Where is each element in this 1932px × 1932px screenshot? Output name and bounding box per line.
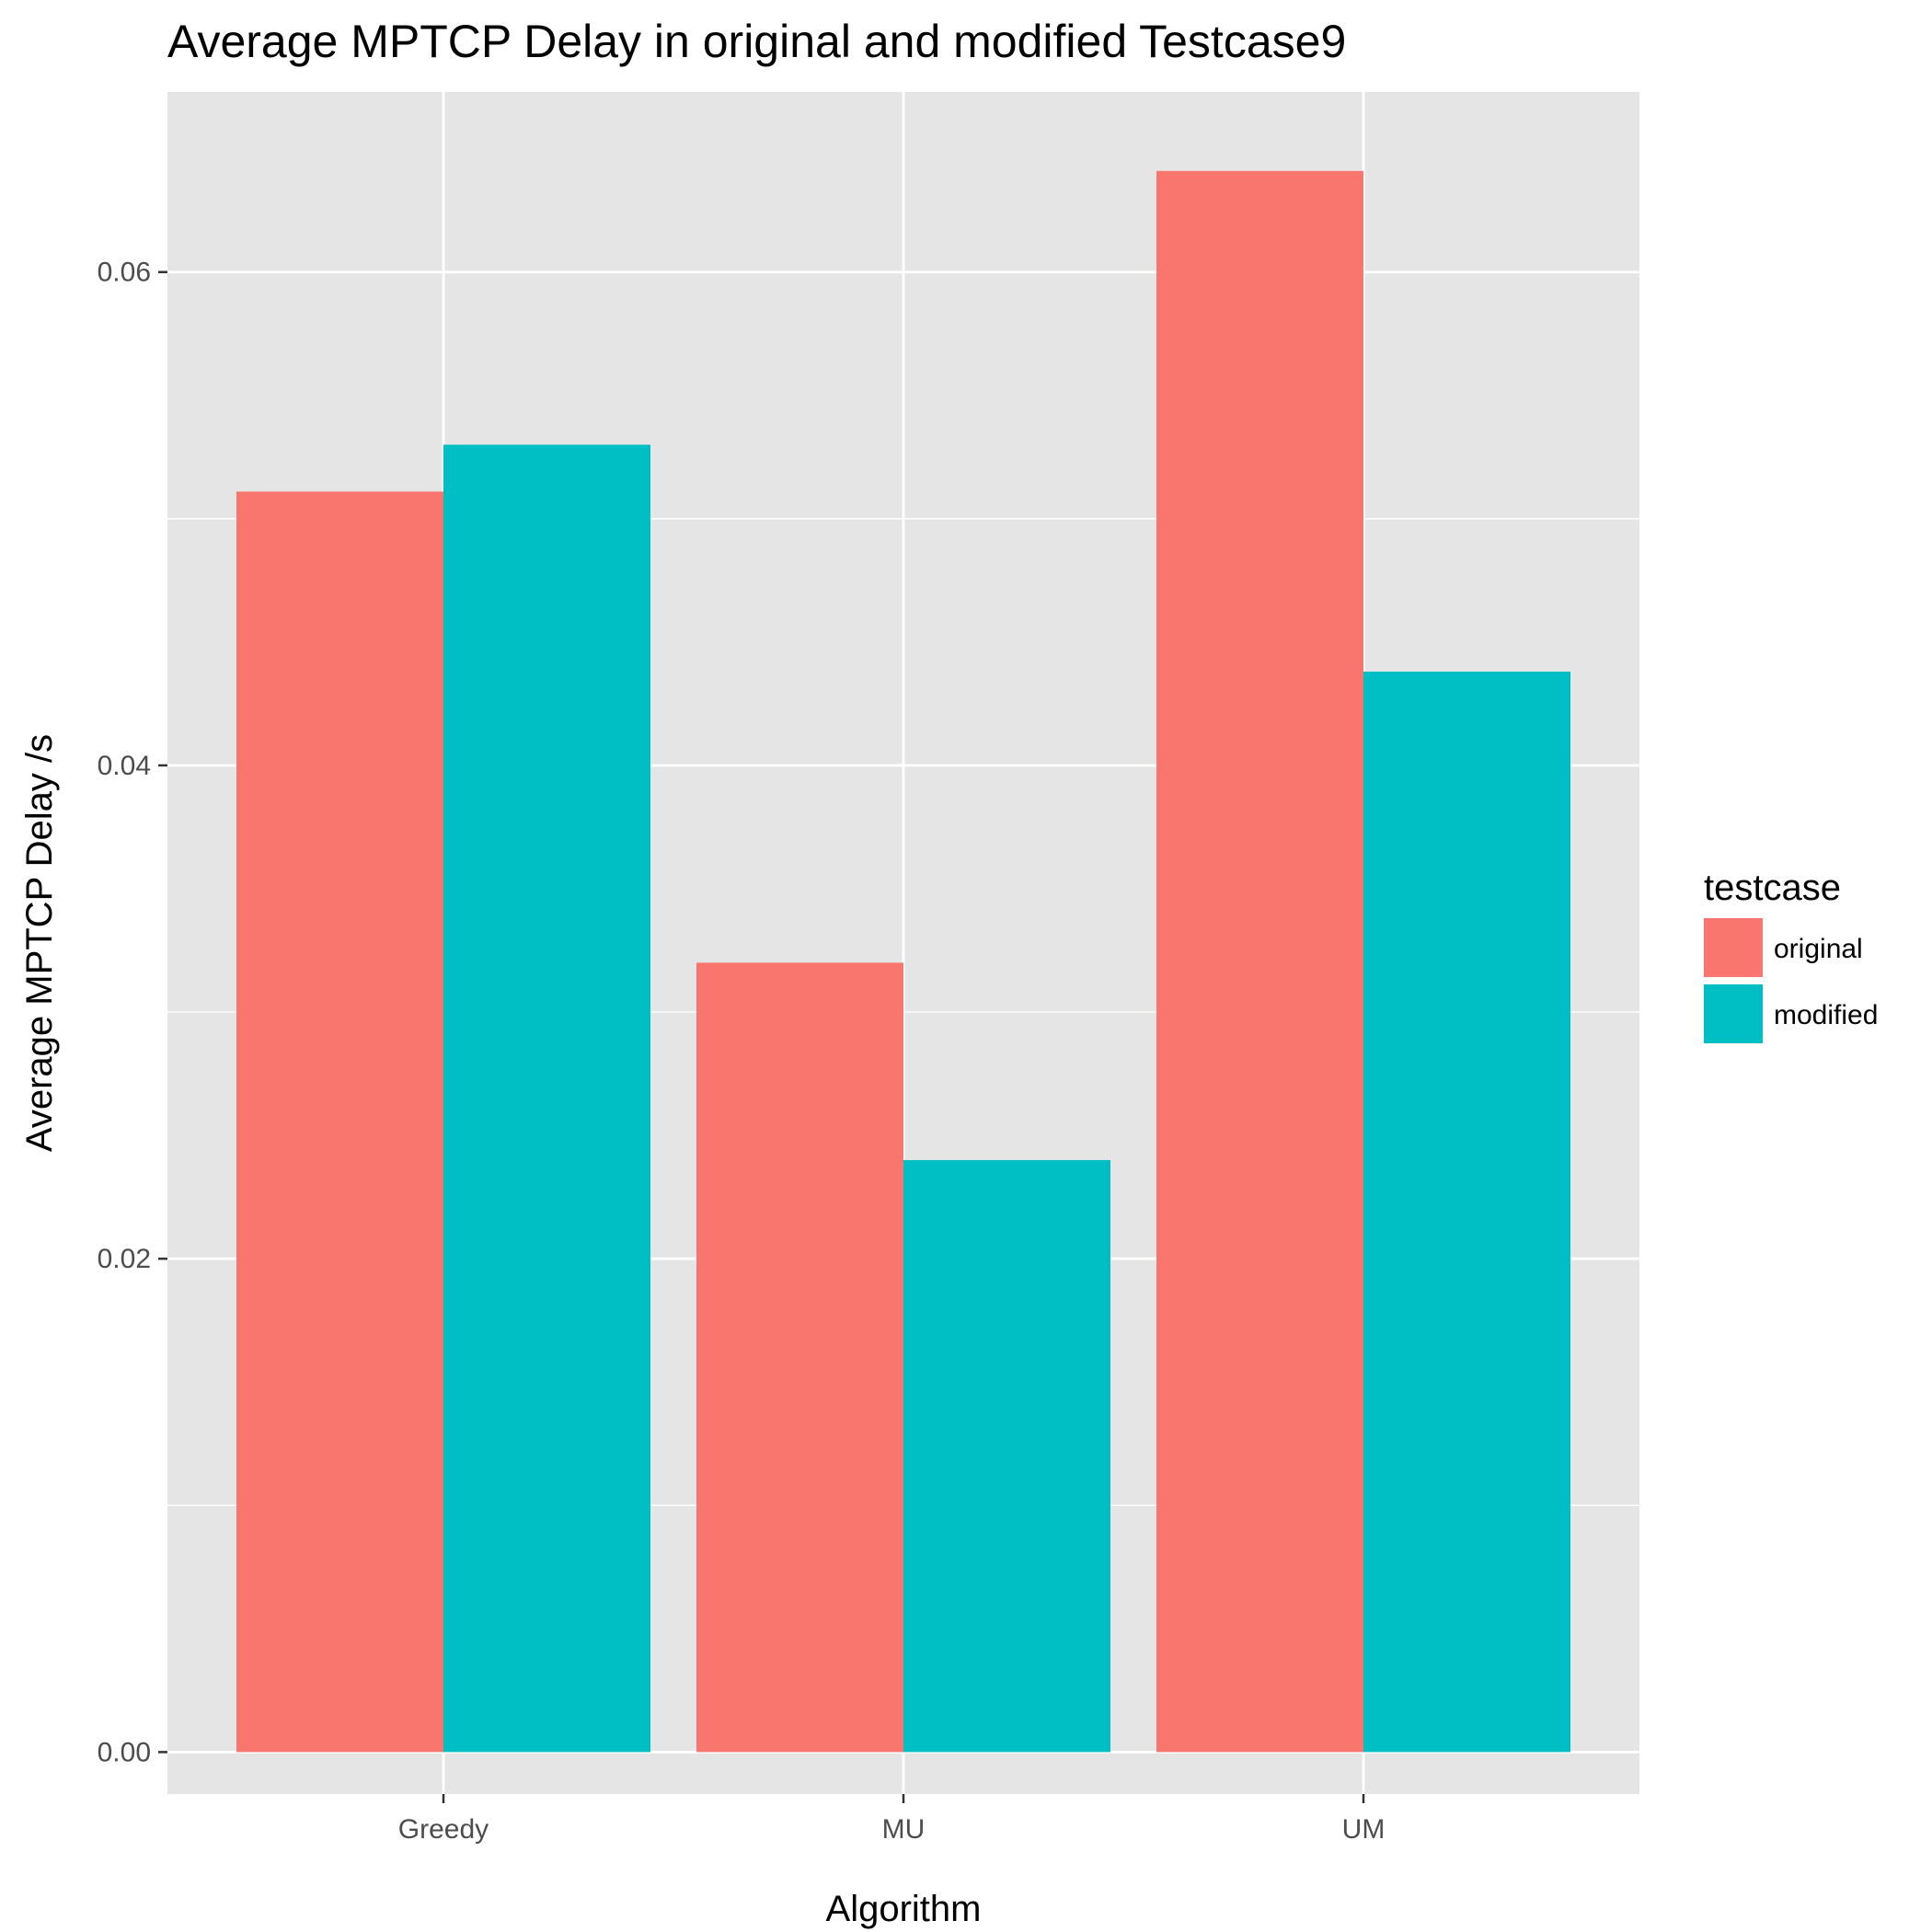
legend-title: testcase — [1704, 868, 1841, 908]
legend-key-modified — [1704, 984, 1763, 1043]
x-axis: Greedy MU UM — [398, 1794, 1386, 1845]
legend-key-original — [1704, 918, 1763, 977]
x-tick-label: UM — [1342, 1814, 1386, 1845]
bar-original-mu — [696, 962, 903, 1753]
x-tick-label: Greedy — [398, 1814, 489, 1845]
bar-original-um — [1156, 170, 1363, 1753]
y-tick-label: 0.06 — [98, 258, 151, 288]
y-tick-label: 0.00 — [98, 1737, 151, 1767]
y-axis: 0.00 0.02 0.04 0.06 — [98, 258, 167, 1767]
bar-modified-um — [1363, 672, 1570, 1753]
chart-title: Average MPTCP Delay in original and modi… — [167, 16, 1346, 67]
x-axis-title: Algorithm — [826, 1889, 982, 1929]
legend-label-modified: modified — [1774, 1000, 1878, 1030]
y-axis-title: Average MPTCP Delay /s — [19, 734, 60, 1152]
bar-modified-mu — [903, 1159, 1110, 1753]
legend: testcase original modified — [1704, 868, 1878, 1043]
bars — [236, 170, 1570, 1753]
legend-label-original: original — [1774, 934, 1863, 964]
bar-modified-greedy — [443, 444, 650, 1753]
y-tick-label: 0.02 — [98, 1244, 151, 1274]
x-tick-label: MU — [882, 1814, 926, 1845]
y-tick-label: 0.04 — [98, 751, 151, 781]
bar-original-greedy — [236, 491, 443, 1753]
